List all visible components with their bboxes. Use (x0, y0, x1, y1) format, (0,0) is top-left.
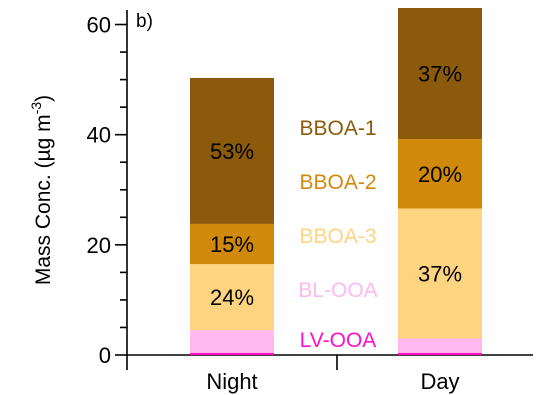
y-axis: 0 20 40 60 (87, 10, 128, 370)
x-axis: Night Day (127, 354, 533, 394)
percent-labels: 24% 15% 53% 37% 20% 37% (210, 62, 462, 311)
bar-percent-label: 37% (418, 62, 462, 87)
x-tick-label: Night (206, 369, 257, 394)
legend-entry: LV-OOA (300, 329, 377, 352)
bar-percent-label: 20% (418, 162, 462, 187)
bar-percent-label: 24% (210, 285, 254, 310)
y-axis-label-sup: -3 (28, 102, 44, 115)
y-tick-label: 20 (87, 233, 111, 258)
bar-segment (398, 8, 482, 140)
bar-percent-label: 15% (210, 232, 254, 257)
y-axis-label-tail: ) (32, 95, 55, 102)
legend-entry: BBOA-3 (299, 225, 376, 248)
y-axis-label: Mass Conc. (µg m-3) (28, 95, 55, 285)
bar-percent-label: 37% (418, 261, 462, 286)
y-tick-label: 40 (87, 123, 111, 148)
legend-entry: BL-OOA (298, 279, 377, 302)
bar-segment (190, 223, 274, 265)
bars (190, 8, 482, 355)
y-tick-label: 60 (87, 13, 111, 38)
y-axis-label-main: Mass Conc. (µg m (32, 114, 55, 285)
bar-segment (190, 330, 274, 353)
legend-entry: BBOA-2 (299, 171, 376, 194)
bar-segment (398, 352, 482, 355)
legend-entry: BBOA-1 (299, 117, 376, 140)
y-tick-label: 0 (99, 343, 111, 368)
bar-segment (398, 139, 482, 209)
legend: BBOA-1 BBOA-2 BBOA-3 BL-OOA LV-OOA (298, 117, 377, 352)
bar-segment (398, 208, 482, 339)
bar-percent-label: 53% (210, 139, 254, 164)
panel-label: b) (136, 11, 153, 32)
bar-segment (190, 352, 274, 355)
bar-segment (398, 338, 482, 353)
x-tick-label: Day (420, 369, 459, 394)
bar-segment (190, 264, 274, 331)
bar-segment (190, 77, 274, 224)
